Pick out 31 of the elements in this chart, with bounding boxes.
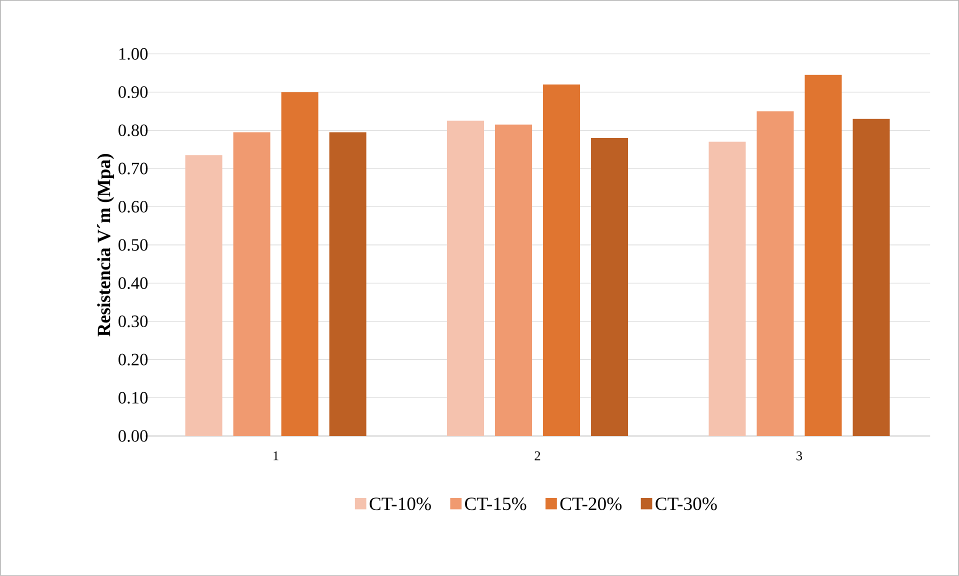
legend-label: CT-10% [370,498,431,510]
y-axis-title: Resistencia V´m (Mpa) [97,154,114,336]
bar [281,92,318,436]
bar [447,120,484,436]
y-tick-label: 0.40 [118,277,148,290]
bar [185,155,222,436]
y-tick-label: 0.90 [118,86,148,98]
y-tick-label: 0.00 [118,430,148,442]
y-tick-label: 0.80 [118,124,148,136]
bar [756,111,794,436]
bar [233,132,270,436]
y-tick-label: 0.30 [118,316,148,328]
x-tick-label: 2 [534,451,540,460]
y-tick-label: 1.00 [119,48,148,60]
y-tick-label: 0.10 [118,392,148,404]
bar [804,74,842,436]
legend-label: CT-20% [560,498,622,510]
y-tick-label: 0.70 [118,162,148,174]
bar [708,142,746,436]
x-tick-label: 1 [274,451,278,460]
x-tick-label: 3 [796,451,802,460]
bar [329,132,366,436]
y-tick-label: 0.60 [118,200,148,213]
bar [852,118,890,436]
bar [495,124,532,436]
bar [543,84,580,436]
bar [591,138,628,436]
y-tick-label: 0.50 [118,239,148,251]
legend-label: CT-15% [465,498,526,510]
y-tick-label: 0.20 [118,354,148,366]
legend-label: CT-30% [656,498,717,510]
